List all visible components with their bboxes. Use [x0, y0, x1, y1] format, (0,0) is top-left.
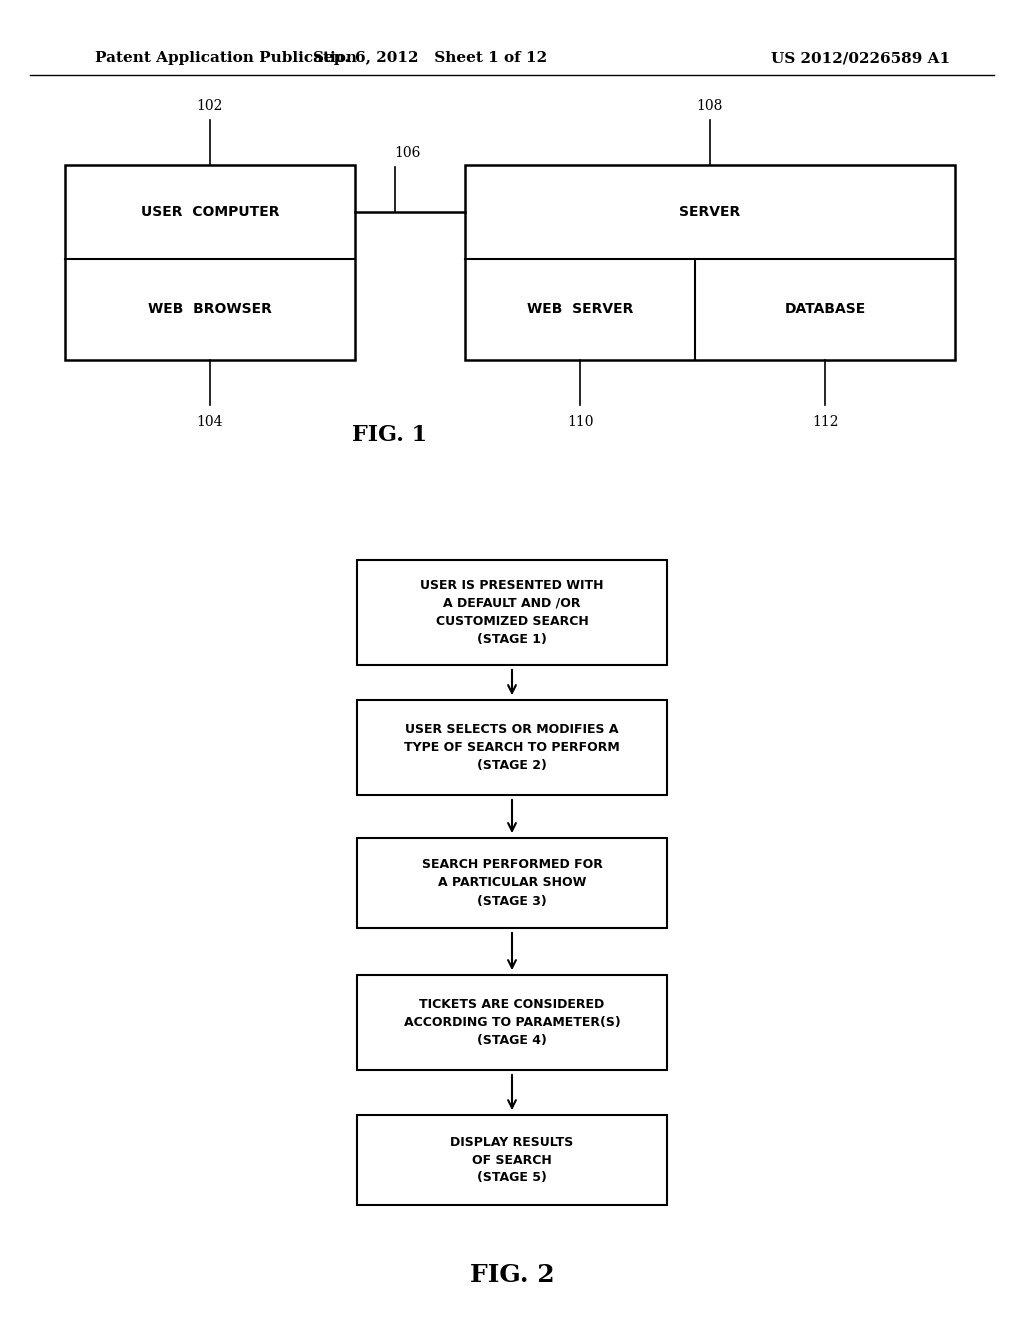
- Bar: [65, 165, 355, 360]
- Bar: [357, 975, 667, 1071]
- Bar: [357, 560, 667, 665]
- Text: 104: 104: [197, 414, 223, 429]
- Text: DATABASE: DATABASE: [784, 302, 865, 317]
- Text: USER SELECTS OR MODIFIES A
TYPE OF SEARCH TO PERFORM
(STAGE 2): USER SELECTS OR MODIFIES A TYPE OF SEARC…: [404, 723, 620, 772]
- Text: USER IS PRESENTED WITH
A DEFAULT AND /OR
CUSTOMIZED SEARCH
(STAGE 1): USER IS PRESENTED WITH A DEFAULT AND /OR…: [420, 579, 604, 645]
- Text: SEARCH PERFORMED FOR
A PARTICULAR SHOW
(STAGE 3): SEARCH PERFORMED FOR A PARTICULAR SHOW (…: [422, 858, 602, 908]
- Text: WEB  SERVER: WEB SERVER: [527, 302, 633, 317]
- Text: FIG. 2: FIG. 2: [470, 1263, 554, 1287]
- Text: 112: 112: [812, 414, 839, 429]
- Text: DISPLAY RESULTS
OF SEARCH
(STAGE 5): DISPLAY RESULTS OF SEARCH (STAGE 5): [451, 1135, 573, 1184]
- Text: SERVER: SERVER: [679, 205, 740, 219]
- Bar: [465, 165, 955, 360]
- Text: 106: 106: [394, 145, 420, 160]
- Text: 108: 108: [696, 99, 723, 114]
- Bar: [357, 838, 667, 928]
- Text: USER  COMPUTER: USER COMPUTER: [140, 205, 280, 219]
- Text: WEB  BROWSER: WEB BROWSER: [148, 302, 272, 317]
- Text: US 2012/0226589 A1: US 2012/0226589 A1: [771, 51, 950, 65]
- Text: TICKETS ARE CONSIDERED
ACCORDING TO PARAMETER(S)
(STAGE 4): TICKETS ARE CONSIDERED ACCORDING TO PARA…: [403, 998, 621, 1047]
- Text: 110: 110: [567, 414, 593, 429]
- Text: Sep. 6, 2012   Sheet 1 of 12: Sep. 6, 2012 Sheet 1 of 12: [313, 51, 547, 65]
- Text: Patent Application Publication: Patent Application Publication: [95, 51, 357, 65]
- Bar: [357, 1115, 667, 1205]
- Text: FIG. 1: FIG. 1: [352, 424, 428, 446]
- Text: 102: 102: [197, 99, 223, 114]
- Bar: [357, 700, 667, 795]
